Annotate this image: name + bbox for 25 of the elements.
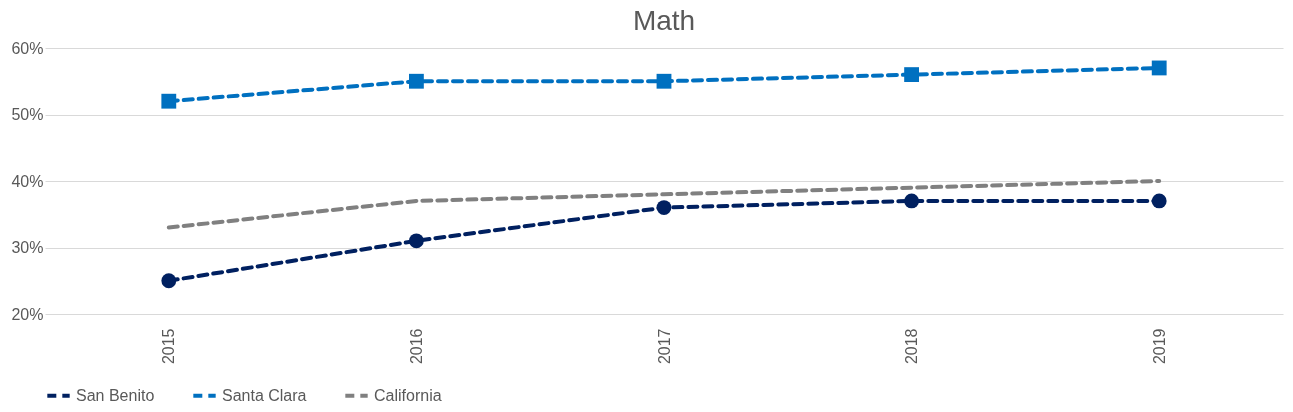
y-tick-label: 20% bbox=[11, 305, 44, 323]
point bbox=[161, 93, 177, 109]
legend-label: California bbox=[374, 386, 442, 404]
x-tick-label: 2019 bbox=[1150, 328, 1168, 365]
point bbox=[904, 67, 920, 83]
point bbox=[408, 73, 424, 89]
x-tick-label: 2015 bbox=[160, 328, 178, 365]
line-series bbox=[166, 179, 1162, 230]
point bbox=[1151, 193, 1167, 209]
point bbox=[904, 193, 920, 209]
point bbox=[656, 73, 672, 89]
legend-label: San Benito bbox=[76, 386, 155, 404]
y-tick-label: 60% bbox=[11, 39, 44, 57]
point bbox=[656, 200, 672, 215]
point bbox=[1151, 60, 1167, 76]
y-tick-label: 40% bbox=[11, 172, 44, 190]
point bbox=[161, 273, 177, 289]
chart-title: Math bbox=[632, 5, 696, 36]
x-tick-label: 2016 bbox=[407, 328, 425, 365]
legend-label: Santa Clara bbox=[222, 386, 307, 404]
x-tick-label: 2018 bbox=[903, 328, 921, 365]
point bbox=[408, 233, 424, 249]
y-tick-label: 30% bbox=[11, 239, 44, 256]
x-tick-label: 2017 bbox=[655, 328, 673, 365]
y-tick-label: 50% bbox=[11, 106, 44, 123]
